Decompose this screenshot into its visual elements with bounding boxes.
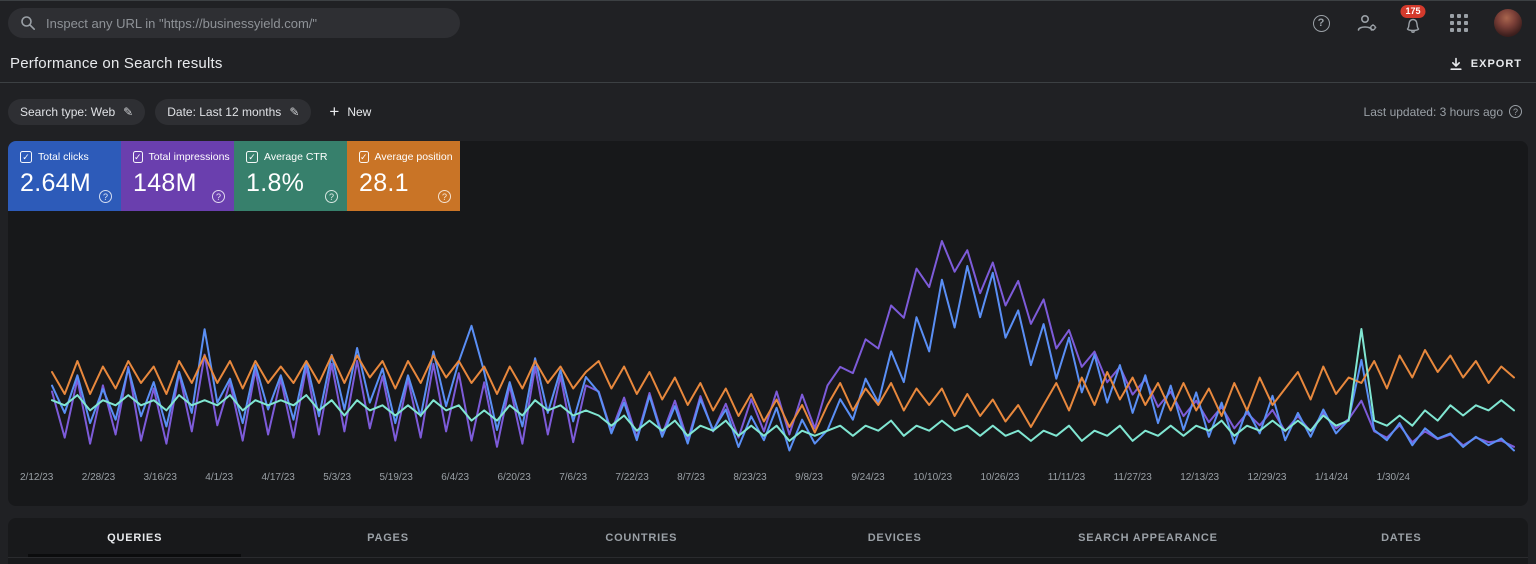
top-app-bar: ? 175: [0, 1, 1536, 45]
performance-chart[interactable]: [8, 211, 1528, 461]
x-axis-label: 9/24/23: [851, 471, 885, 483]
edit-pencil-icon: ✎: [123, 104, 134, 119]
performance-chart-panel: ✓ Total clicks 2.64M? ✓ Total impressions 148…: [8, 141, 1528, 506]
x-axis-label: 10/10/23: [913, 471, 953, 483]
metric-help-icon[interactable]: ?: [99, 190, 112, 203]
search-icon: [21, 16, 35, 30]
metric-checkbox-icon[interactable]: ✓: [246, 151, 258, 163]
x-axis-label: 2/28/23: [81, 471, 116, 483]
plus-icon: +: [329, 102, 340, 121]
help-icon: ?: [1312, 14, 1330, 32]
metric-checkbox-icon[interactable]: ✓: [133, 151, 143, 163]
download-icon: [1450, 57, 1462, 70]
metric-help-icon[interactable]: ?: [438, 190, 451, 203]
user-settings-button[interactable]: [1356, 12, 1378, 34]
filter-chip-label: Date: Last 12 months: [167, 104, 282, 119]
export-button[interactable]: EXPORT: [1449, 57, 1522, 71]
x-axis-label: 8/23/23: [733, 471, 767, 483]
export-label: EXPORT: [1470, 57, 1522, 70]
x-axis-label: 12/29/23: [1247, 471, 1287, 483]
x-axis-label: 11/27/23: [1113, 471, 1152, 483]
page-title: Performance on Search results: [10, 55, 223, 72]
metric-cards: ✓ Total clicks 2.64M? ✓ Total impressions 148…: [8, 141, 1528, 211]
x-axis-label: 9/8/23: [795, 471, 823, 483]
last-updated: Last updated: 3 hours ago ?: [1364, 105, 1522, 119]
metric-help-icon[interactable]: ?: [325, 190, 338, 203]
metric-value: 28.1: [359, 169, 409, 197]
avatar[interactable]: [1494, 9, 1522, 37]
x-axis-label: 6/20/23: [497, 471, 531, 483]
x-axis-label: 12/13/23: [1180, 471, 1220, 483]
filter-chip-date[interactable]: Date: Last 12 months ✎: [155, 98, 312, 125]
metric-value: 2.64M: [20, 169, 91, 197]
metric-value: 1.8%: [246, 169, 305, 197]
chart-line-total-impressions: [51, 240, 1515, 448]
url-inspect-search[interactable]: [8, 8, 460, 38]
x-axis-label: 8/7/23: [677, 471, 705, 483]
x-axis-label: 1/14/24: [1314, 471, 1349, 483]
metric-card-total-clicks[interactable]: ✓ Total clicks 2.64M?: [8, 141, 121, 211]
new-filter-label: New: [347, 104, 372, 119]
metric-checkbox-icon[interactable]: ✓: [20, 151, 32, 163]
x-axis-labels: 2/12/23 2/28/23 3/16/23 4/1/23 4/17/23 5/3/23…: [20, 469, 1410, 485]
x-axis-label: 4/17/23: [261, 471, 295, 483]
help-button[interactable]: ?: [1310, 12, 1332, 34]
x-axis-label: 11/11/23: [1047, 471, 1086, 483]
metric-checkbox-icon[interactable]: ✓: [359, 151, 369, 163]
tab-pages[interactable]: PAGES: [367, 531, 409, 544]
search-input[interactable]: [46, 15, 448, 31]
dimension-tabs-panel: QUERIES PAGES COUNTRIES DEVICES SEARCH APPEA…: [8, 518, 1528, 564]
dimension-tabs: QUERIES PAGES COUNTRIES DEVICES SEARCH APPEA…: [8, 518, 1528, 558]
metric-value: 148M: [133, 169, 197, 197]
filter-chip-search-type[interactable]: Search type: Web ✎: [8, 98, 146, 125]
x-axis-label: 5/19/23: [379, 471, 413, 483]
x-axis-label: 1/30/24: [1376, 471, 1410, 483]
metric-card-average-ctr[interactable]: ✓ Average CTR 1.8%?: [234, 141, 347, 211]
apps-grid-icon: [1450, 14, 1468, 32]
notification-count-badge: 175: [1400, 5, 1426, 18]
x-axis-label: 4/1/23: [205, 471, 234, 483]
last-updated-text: Last updated: 3 hours ago: [1363, 104, 1503, 119]
metric-label: Total clicks: [38, 151, 89, 163]
metric-card-total-impressions[interactable]: ✓ Total impressions 148M?: [121, 141, 234, 211]
filter-bar: Search type: Web ✎ Date: Last 12 months …: [0, 83, 1536, 140]
x-axis-label: 5/3/23: [323, 471, 352, 483]
last-updated-help-icon[interactable]: ?: [1509, 105, 1522, 118]
page-header: Performance on Search results EXPORT: [0, 45, 1536, 82]
metric-label: Average position: [374, 151, 453, 163]
chart-line-average-position: [51, 349, 1515, 434]
x-axis-label: 10/26/23: [980, 471, 1020, 483]
tab-queries[interactable]: QUERIES: [8, 518, 261, 557]
x-axis-label: 2/12/23: [20, 471, 54, 483]
metric-label: Average CTR: [264, 151, 328, 163]
user-gear-icon: [1357, 14, 1377, 31]
metric-card-average-position[interactable]: ✓ Average position 28.1?: [347, 141, 460, 211]
x-axis-label: 7/22/23: [615, 471, 649, 483]
metric-label: Total impressions: [148, 151, 230, 163]
filter-chip-label: Search type: Web: [20, 104, 116, 119]
tab-search-appearance[interactable]: SEARCH APPEARANCE: [1078, 531, 1218, 544]
x-axis-label: 6/4/23: [441, 471, 470, 483]
new-filter-button[interactable]: + New: [321, 103, 379, 120]
apps-button[interactable]: [1448, 12, 1470, 34]
notifications-button[interactable]: 175: [1400, 5, 1426, 34]
bell-icon: [1406, 18, 1420, 33]
metric-help-icon[interactable]: ?: [212, 190, 225, 203]
header-divider: [0, 82, 1536, 83]
x-axis-label: 7/6/23: [559, 471, 588, 483]
tab-dates[interactable]: DATES: [1381, 531, 1422, 544]
edit-pencil-icon: ✎: [289, 104, 300, 119]
tab-countries[interactable]: COUNTRIES: [605, 531, 678, 544]
chart-line-average-ctr: [51, 328, 1515, 442]
tab-devices[interactable]: DEVICES: [867, 531, 922, 544]
x-axis-label: 3/16/23: [143, 471, 177, 483]
